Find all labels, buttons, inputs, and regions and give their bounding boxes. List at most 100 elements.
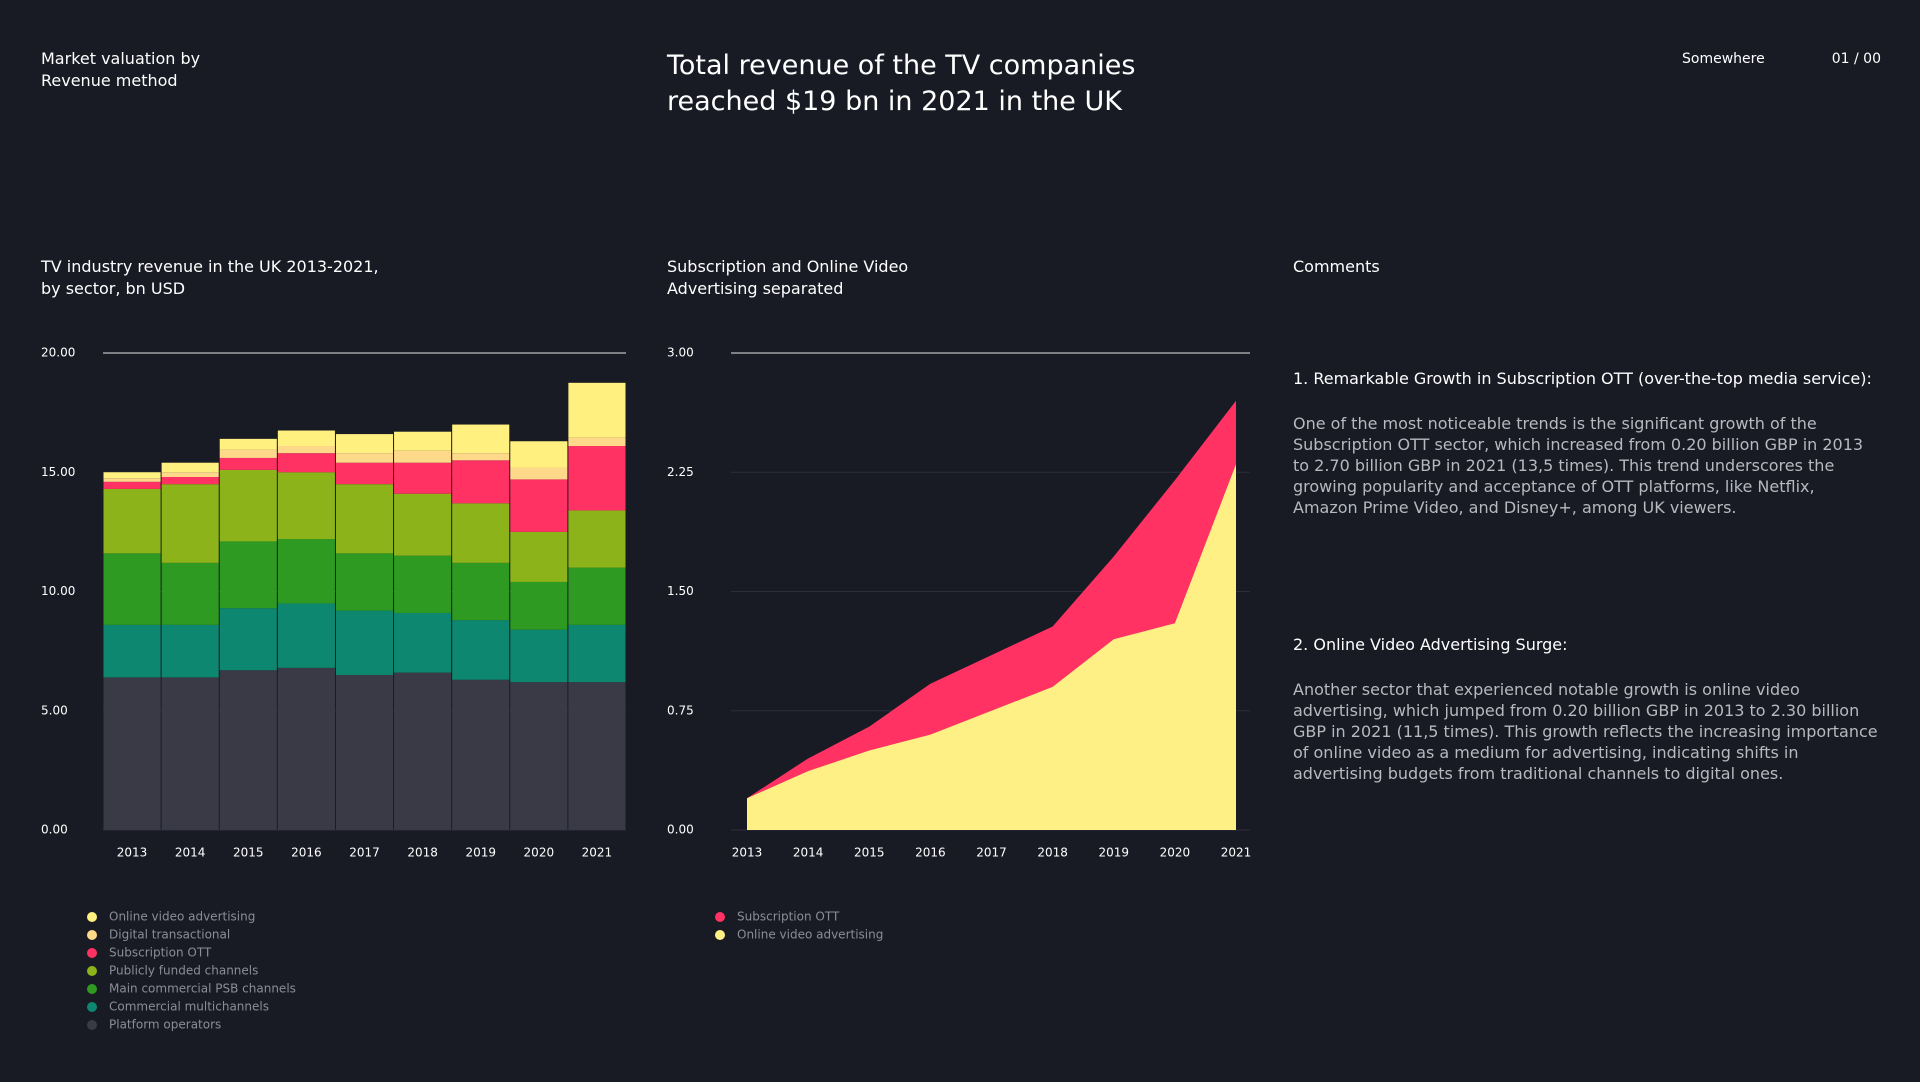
bar-segment — [452, 424, 510, 454]
legend-label: Digital transactional — [109, 928, 230, 942]
bar-segment — [568, 510, 626, 568]
legend-label: Main commercial PSB channels — [109, 982, 296, 996]
legend-swatch — [87, 966, 97, 976]
bar-segment — [335, 610, 394, 675]
bar-segment — [510, 581, 568, 630]
comment-text: Another sector that experienced notable … — [1293, 680, 1878, 783]
legend-swatch — [87, 984, 97, 994]
x-tick-label: 2017 — [349, 846, 380, 860]
comments-title: Comments — [1293, 257, 1380, 276]
bar-segment — [394, 493, 452, 556]
bar-segment — [452, 620, 510, 680]
y-tick-label: 1.50 — [667, 584, 694, 598]
x-tick-label: 2020 — [524, 846, 555, 860]
bar-segment — [335, 434, 394, 454]
place: Somewhere — [1682, 51, 1765, 67]
chart-title: Subscription and Online Video Advertisin… — [667, 257, 909, 298]
bar-segment — [510, 629, 568, 683]
bar-segment — [510, 682, 568, 830]
x-tick-label: 2016 — [291, 846, 322, 860]
bar-segment — [103, 488, 161, 554]
y-tick-label: 20.00 — [41, 346, 75, 360]
bar-segment — [161, 484, 219, 563]
bar-segment — [568, 382, 626, 438]
bar-segment — [219, 457, 277, 470]
legend-swatch — [87, 1020, 97, 1030]
x-tick-label: 2020 — [1160, 846, 1191, 860]
y-tick-label: 3.00 — [667, 346, 694, 360]
bar-segment — [103, 677, 161, 830]
bar-segment — [277, 603, 335, 668]
bar-segment — [452, 503, 510, 563]
legend-label: Online video advertising — [737, 928, 883, 942]
bar-segment — [161, 562, 219, 625]
legend-swatch — [87, 1002, 97, 1012]
bar-segment — [277, 472, 335, 540]
legend-swatch — [87, 912, 97, 922]
legend-swatch — [87, 930, 97, 940]
legend-swatch — [87, 948, 97, 958]
bar-segment — [277, 453, 335, 473]
bar-segment — [510, 479, 568, 532]
legend-swatch — [715, 930, 725, 940]
bar-segment — [219, 449, 277, 458]
bar-segment — [277, 446, 335, 454]
bar-segment — [161, 472, 219, 478]
bar-segment — [161, 677, 219, 830]
bar-segment — [394, 450, 452, 463]
bar-segment — [568, 624, 626, 683]
x-tick-label: 2018 — [1037, 846, 1068, 860]
bar-segment — [394, 555, 452, 613]
legend-label: Subscription OTT — [737, 910, 840, 924]
bar-segment — [335, 484, 394, 554]
x-tick-label: 2013 — [117, 846, 148, 860]
bar-segment — [161, 462, 219, 473]
bar-segment — [568, 437, 626, 447]
bar-segment — [394, 431, 452, 451]
bar-segment — [335, 462, 394, 485]
legend-label: Commercial multichannels — [109, 1000, 269, 1014]
bar-segment — [161, 624, 219, 678]
x-tick-label: 2021 — [582, 846, 613, 860]
x-tick-label: 2021 — [1221, 846, 1252, 860]
bar-segment — [103, 481, 161, 489]
legend-label: Publicly funded channels — [109, 964, 258, 978]
bar-segment — [452, 562, 510, 621]
section-title: Market valuation by Revenue method — [41, 49, 201, 90]
comment-heading: 1. Remarkable Growth in Subscription OTT… — [1293, 369, 1872, 388]
bar-segment — [510, 531, 568, 582]
x-tick-label: 2015 — [854, 846, 885, 860]
y-tick-label: 0.75 — [667, 703, 694, 717]
bar-segment — [335, 674, 394, 830]
area — [747, 464, 1236, 830]
bar-segment — [219, 541, 277, 609]
legend-label: Platform operators — [109, 1018, 221, 1032]
bar-segment — [161, 477, 219, 485]
comment-text: One of the most noticeable trends is the… — [1293, 414, 1864, 517]
bar-segment — [568, 446, 626, 511]
bar-segment — [103, 624, 161, 678]
bar-segment — [510, 467, 568, 480]
x-tick-label: 2019 — [465, 846, 496, 860]
bar-segment — [394, 612, 452, 673]
legend-label: Subscription OTT — [109, 946, 212, 960]
bar-segment — [103, 553, 161, 625]
bar-segment — [103, 478, 161, 482]
y-tick-label: 0.00 — [667, 823, 694, 837]
x-tick-label: 2016 — [915, 846, 946, 860]
page-number: 01 / 00 — [1831, 51, 1881, 67]
x-tick-label: 2013 — [732, 846, 763, 860]
bar-segment — [452, 453, 510, 461]
bar-segment — [277, 539, 335, 604]
x-tick-label: 2014 — [793, 846, 824, 860]
bar-segment — [452, 460, 510, 504]
y-tick-label: 15.00 — [41, 465, 75, 479]
chart-title: TV industry revenue in the UK 2013-2021,… — [41, 257, 379, 298]
bar-segment — [219, 438, 277, 450]
page-title: Total revenue of the TV companies reache… — [667, 50, 1136, 117]
bar-segment — [394, 462, 452, 494]
bar-segment — [335, 553, 394, 611]
y-tick-label: 2.25 — [667, 465, 694, 479]
